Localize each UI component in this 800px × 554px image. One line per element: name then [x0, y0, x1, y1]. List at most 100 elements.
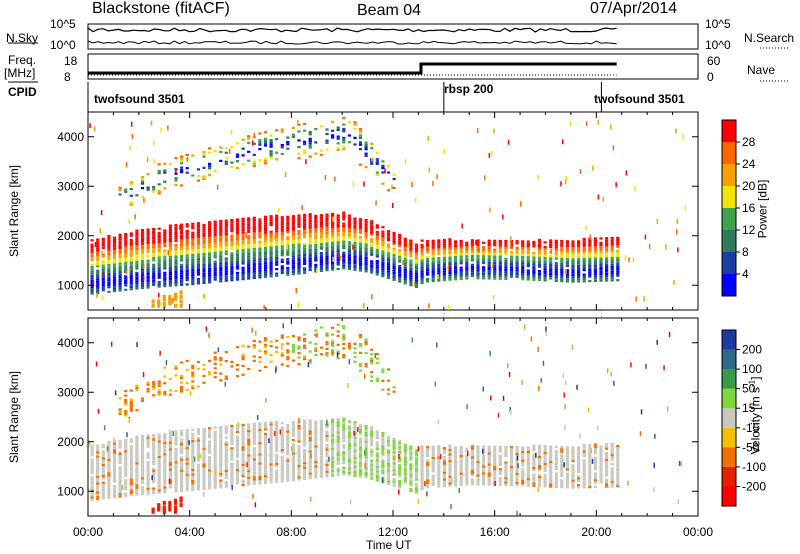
data-cell [537, 272, 542, 275]
data-cell [297, 152, 301, 155]
data-cell [252, 431, 256, 434]
data-cell [342, 229, 346, 232]
data-cell [347, 236, 351, 239]
data-cell [297, 252, 301, 255]
data-cell [157, 283, 161, 286]
data-cell [258, 267, 262, 270]
data-cell [465, 465, 469, 468]
data-cell [308, 222, 312, 225]
data-cell [532, 269, 536, 272]
data-cell [219, 379, 223, 382]
data-cell [230, 274, 234, 277]
data-cell [213, 435, 217, 438]
data-cell [263, 343, 268, 346]
data-cell [224, 447, 228, 450]
data-cell [331, 463, 335, 466]
data-cell [515, 249, 519, 252]
data-cell [470, 449, 474, 452]
data-cell [146, 467, 150, 471]
data-cell [314, 223, 318, 226]
data-cell [291, 257, 295, 260]
data-cell [235, 477, 240, 480]
data-cell [358, 247, 363, 250]
data-cell [202, 223, 206, 227]
data-cell [224, 250, 228, 253]
data-cell [157, 234, 161, 237]
data-speck [563, 392, 565, 398]
data-cell [107, 261, 111, 264]
data-cell [258, 249, 262, 252]
data-cell [303, 149, 307, 152]
data-cell [275, 433, 279, 437]
data-cell [208, 473, 212, 477]
data-cell [409, 284, 413, 287]
data-cell [358, 245, 363, 248]
data-cell [191, 488, 195, 492]
data-cell [96, 245, 100, 248]
data-cell [168, 439, 172, 442]
data-cell [269, 268, 273, 271]
data-cell [107, 239, 111, 242]
data-cell [364, 425, 368, 428]
data-cell [398, 475, 402, 478]
data-cell [336, 438, 340, 441]
data-cell [571, 457, 575, 460]
data-cell [426, 461, 430, 464]
data-cell [146, 485, 150, 488]
data-cell [308, 421, 312, 424]
data-cell [448, 451, 452, 454]
data-cell [582, 237, 586, 240]
data-cell [208, 427, 212, 430]
data-cell [157, 192, 161, 195]
data-cell [129, 447, 133, 450]
data-cell [459, 277, 463, 280]
data-cell [487, 463, 491, 466]
data-cell [409, 279, 413, 282]
data-cell [392, 460, 396, 463]
data-cell [224, 268, 228, 271]
data-cell [124, 472, 128, 475]
data-cell [297, 338, 301, 341]
data-cell [107, 252, 111, 255]
data-cell [571, 477, 575, 480]
data-cell [554, 277, 558, 280]
data-cell [247, 230, 251, 233]
data-cell [118, 473, 122, 476]
data-cell [224, 230, 228, 233]
data-cell [247, 246, 251, 249]
data-cell [454, 262, 458, 265]
data-cell [129, 449, 133, 452]
data-cell [291, 273, 295, 276]
data-cell [191, 446, 195, 449]
data-cell [208, 447, 212, 450]
data-cell [202, 470, 206, 473]
data-cell [124, 459, 128, 462]
data-cell [235, 222, 240, 225]
data-cell [286, 444, 290, 447]
data-cell [235, 424, 240, 427]
data-cell [247, 467, 251, 470]
data-cell [493, 241, 497, 245]
data-cell [554, 474, 558, 477]
data-cell [470, 248, 474, 251]
data-cell [280, 428, 284, 432]
data-cell [358, 442, 363, 445]
data-cell [353, 242, 357, 245]
data-cell [448, 276, 452, 279]
data-cell [560, 266, 564, 269]
data-cell [420, 261, 424, 264]
data-cell [616, 252, 620, 255]
data-cell [526, 278, 530, 281]
data-cell [370, 426, 374, 429]
data-cell [275, 261, 279, 264]
data-cell [275, 221, 279, 224]
data-speck [134, 214, 136, 220]
data-cell [191, 262, 195, 265]
data-speck [585, 225, 587, 231]
data-cell [498, 477, 502, 480]
data-speck [436, 174, 438, 180]
data-cell [241, 358, 245, 361]
data-cell [426, 448, 430, 451]
data-cell [375, 248, 379, 251]
data-cell [549, 449, 553, 452]
